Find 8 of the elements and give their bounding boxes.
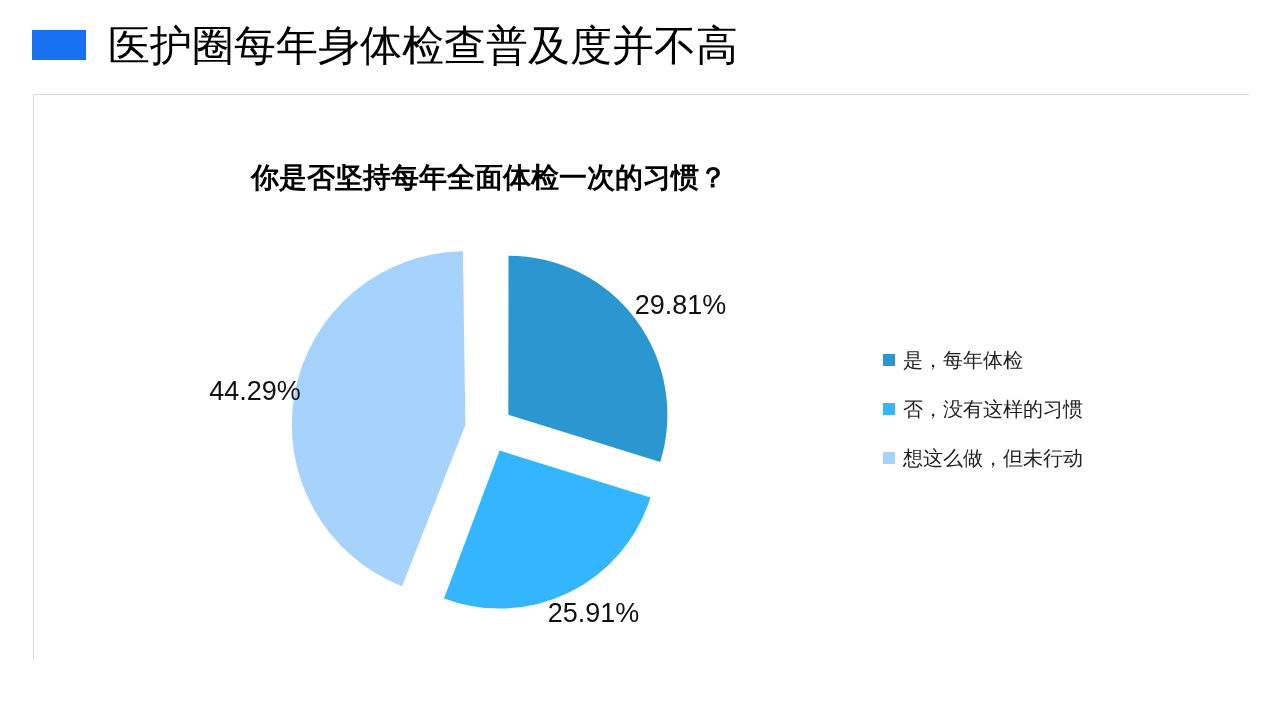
chart-title: 医护圈每年身体检查普及度并不高: [108, 20, 738, 72]
data-label: 25.91%: [547, 597, 640, 628]
legend-label: 是，每年体检: [903, 346, 1023, 374]
data-label: 44.29%: [209, 375, 301, 406]
chart-subtitle: 你是否坚持每年全面体检一次的习惯？: [249, 161, 727, 195]
legend-label: 想这么做，但未行动: [903, 444, 1083, 472]
data-label: 29.81%: [634, 290, 727, 321]
legend-label: 否，没有这样的习惯: [903, 395, 1083, 423]
